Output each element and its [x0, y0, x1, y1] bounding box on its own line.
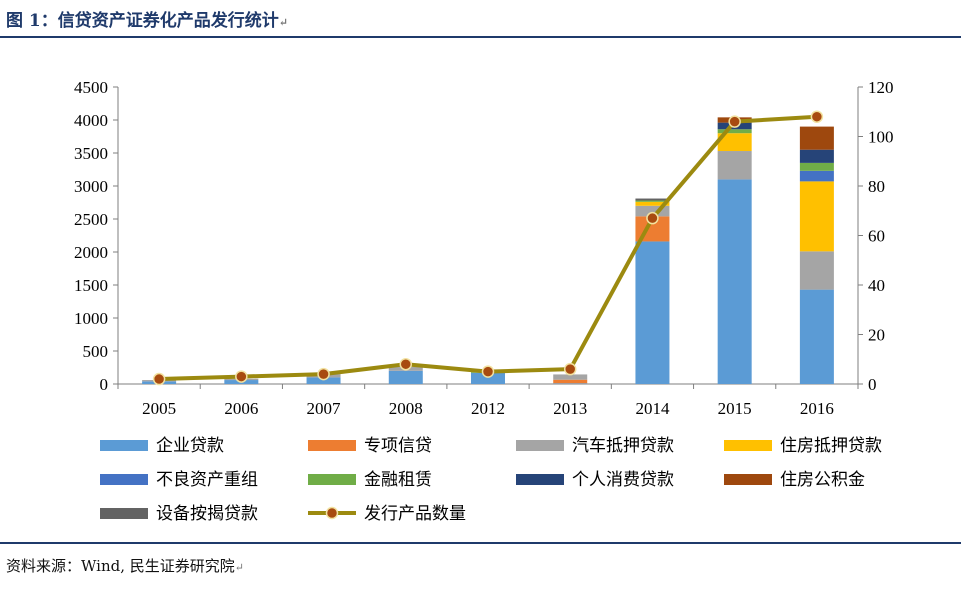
bar-segment — [717, 151, 752, 180]
bar-segment — [553, 374, 588, 380]
x-tick-label: 2006 — [224, 399, 258, 418]
source-text: 资料来源：Wind, 民生证券研究院 — [6, 557, 235, 575]
source-note: 资料来源：Wind, 民生证券研究院↵ — [6, 555, 244, 576]
left-tick-label: 2500 — [74, 210, 108, 229]
bar-segment — [635, 205, 670, 217]
figure-title-text: 图 1：信贷资产证券化产品发行统计 — [6, 11, 279, 31]
bar-segment — [635, 200, 670, 202]
bar-segment — [799, 181, 834, 252]
line-point — [152, 372, 166, 386]
right-tick-label: 20 — [868, 326, 885, 345]
legend-label: 发行产品数量 — [364, 504, 466, 524]
line-point — [235, 370, 248, 383]
bar-segment — [717, 133, 752, 152]
return-mark: ↵ — [278, 16, 288, 29]
left-tick-label: 3000 — [74, 177, 108, 196]
bars — [142, 117, 834, 384]
legend-label: 设备按揭贷款 — [156, 504, 258, 524]
x-tick-label: 2015 — [718, 399, 752, 418]
x-tick-label: 2016 — [800, 399, 834, 418]
right-tick-label: 0 — [868, 375, 877, 394]
bar-segment — [471, 372, 505, 384]
bar-segment — [799, 162, 834, 171]
legend-swatch — [308, 474, 356, 485]
left-tick-label: 4000 — [74, 111, 108, 130]
bar-segment — [799, 251, 834, 290]
line-point — [810, 110, 824, 123]
right-tick-label: 40 — [868, 276, 885, 295]
bar-segment — [799, 170, 834, 182]
right-tick-label: 100 — [868, 128, 894, 147]
bar-segment — [635, 198, 670, 201]
legend-label: 专项信贷 — [364, 436, 432, 456]
legend-swatch — [516, 474, 564, 485]
legend-label: 个人消费贷款 — [572, 470, 674, 490]
bar-segment — [635, 241, 670, 384]
figure-title: 图 1：信贷资产证券化产品发行统计↵ — [6, 6, 288, 31]
bar-segment — [306, 377, 341, 384]
legend-swatch — [308, 440, 356, 451]
x-tick-label: 2012 — [471, 399, 505, 418]
legend-swatch — [724, 440, 772, 451]
legend-swatch — [724, 474, 772, 485]
legend-label: 企业贷款 — [156, 436, 224, 456]
legend-swatch — [100, 508, 148, 519]
line-point — [399, 357, 413, 371]
line-point — [728, 115, 741, 128]
bar-segment — [635, 201, 670, 206]
axes: 0 500 1000 1500 2000 2500 3000 3500 4000 4500 0 20 4… — [74, 78, 894, 418]
top-rule — [0, 36, 961, 38]
legend-swatch — [100, 474, 148, 485]
bar-segment — [388, 370, 423, 384]
line-point — [481, 365, 495, 378]
chart: 0 500 1000 1500 2000 2500 3000 3500 4000 4500 0 20 4… — [74, 78, 894, 524]
x-tick-label: 2008 — [389, 399, 423, 418]
left-tick-label: 4500 — [74, 78, 108, 97]
legend-swatch — [516, 440, 564, 451]
left-tick-label: 1500 — [74, 276, 108, 295]
right-tick-label: 60 — [868, 227, 885, 246]
legend-swatch — [100, 440, 148, 451]
left-tick-label: 2000 — [74, 243, 108, 262]
line-point — [317, 367, 330, 381]
right-tick-label: 80 — [868, 177, 885, 196]
line-series — [152, 110, 824, 386]
x-tick-label: 2007 — [307, 399, 342, 418]
left-tick-label: 1000 — [74, 309, 108, 328]
left-tick-label: 3500 — [74, 144, 108, 163]
bar-segment — [553, 383, 588, 384]
left-tick-label: 0 — [100, 375, 109, 394]
bottom-rule — [0, 542, 961, 544]
legend-line-marker — [325, 506, 339, 520]
bar-segment — [799, 126, 834, 150]
bar-segment — [799, 289, 834, 384]
legend-label: 汽车抵押贷款 — [572, 436, 674, 456]
bar-segment — [717, 179, 752, 384]
legend-label: 住房公积金 — [780, 470, 865, 490]
bar-segment — [717, 129, 752, 134]
return-mark: ↵ — [234, 561, 244, 574]
line-point — [646, 211, 659, 225]
legend-label: 住房抵押贷款 — [780, 436, 882, 456]
x-tick-label: 2005 — [142, 399, 176, 418]
right-tick-label: 120 — [868, 78, 894, 97]
line-point — [563, 362, 577, 376]
legend-label: 不良资产重组 — [156, 470, 258, 490]
x-tick-label: 2014 — [635, 399, 670, 418]
bar-segment — [553, 379, 588, 384]
x-tick-label: 2013 — [553, 399, 587, 418]
left-tick-label: 500 — [83, 342, 109, 361]
legend-label: 金融租赁 — [364, 470, 432, 490]
bar-segment — [799, 149, 834, 163]
